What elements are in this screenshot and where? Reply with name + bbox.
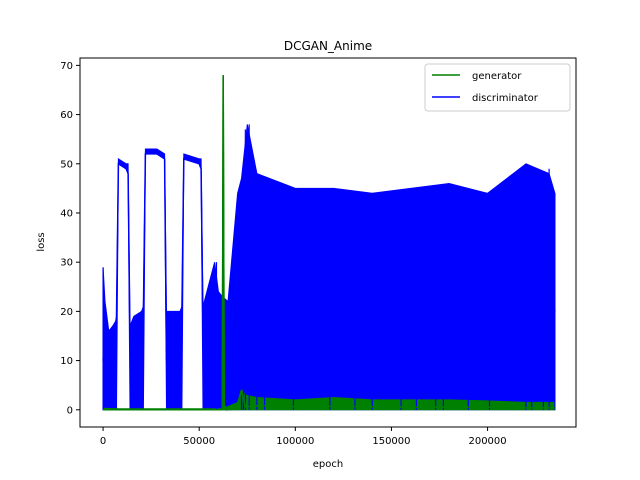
y-tick-label: 50 [60, 159, 73, 170]
legend-label-generator: generator [472, 71, 522, 82]
y-tick-label: 10 [60, 356, 73, 367]
y-axis-title: loss [36, 232, 47, 251]
y-tick-label: 70 [60, 61, 73, 72]
x-tick-label: 150000 [372, 436, 410, 447]
chart-title: DCGAN_Anime [284, 39, 372, 53]
x-tick-label: 200000 [468, 436, 506, 447]
legend-box [424, 63, 571, 112]
y-tick-label: 0 [67, 405, 73, 416]
legend: generator discriminator [424, 63, 571, 112]
y-tick-label: 40 [60, 208, 73, 219]
y-tick-label: 20 [60, 307, 73, 318]
plot-area [102, 75, 556, 411]
legend-label-discriminator: discriminator [472, 93, 539, 104]
x-axis-title: epoch [313, 459, 343, 470]
x-axis: 0 50000 100000 150000 200000 [100, 427, 507, 447]
x-tick-label: 100000 [276, 436, 314, 447]
x-tick-label: 0 [100, 436, 106, 447]
plot-frame [79, 57, 577, 428]
y-tick-label: 60 [60, 110, 73, 121]
y-axis: 0 10 20 30 40 50 60 70 [60, 61, 80, 416]
y-tick-label: 30 [60, 258, 73, 269]
x-tick-label: 50000 [183, 436, 215, 447]
series-line-generator-top [103, 75, 555, 411]
series-line-discriminator [102, 153, 556, 361]
